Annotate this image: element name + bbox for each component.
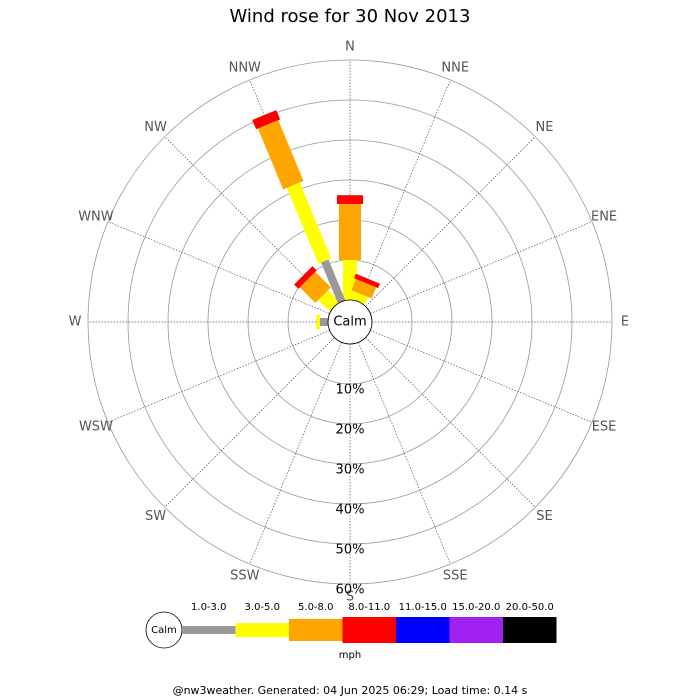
ring-label: 50% bbox=[336, 543, 365, 558]
bar-segment bbox=[286, 182, 332, 264]
ring-label: 40% bbox=[336, 503, 365, 518]
bar-segment bbox=[252, 110, 281, 130]
spoke bbox=[249, 342, 342, 565]
legend-label: 8.0-11.0 bbox=[348, 602, 390, 613]
footer: @nw3weather. Generated: 04 Jun 2025 06:2… bbox=[173, 684, 528, 697]
bar-segment bbox=[318, 290, 340, 312]
direction-label: SW bbox=[145, 509, 166, 524]
legend-swatch bbox=[235, 623, 289, 637]
direction-label: NE bbox=[535, 120, 553, 135]
bar-segment bbox=[294, 266, 317, 289]
legend-unit: mph bbox=[339, 650, 361, 661]
direction-label: SSW bbox=[230, 569, 260, 584]
ring-label: 60% bbox=[336, 583, 365, 598]
spoke bbox=[370, 221, 593, 314]
ring bbox=[127, 99, 573, 545]
spoke bbox=[370, 330, 593, 423]
calm-circle bbox=[327, 299, 373, 345]
legend-label: 1.0-3.0 bbox=[191, 602, 226, 613]
bar-segment bbox=[257, 120, 304, 190]
ring-label: 10% bbox=[336, 383, 365, 398]
direction-label: N bbox=[345, 40, 355, 55]
ring-label: 20% bbox=[336, 423, 365, 438]
legend-label: 3.0-5.0 bbox=[245, 602, 280, 613]
spoke bbox=[365, 136, 536, 307]
direction-label: NNE bbox=[441, 60, 469, 75]
direction-label: SSE bbox=[443, 569, 468, 584]
direction-label: E bbox=[621, 315, 629, 330]
legend-swatch bbox=[449, 617, 503, 643]
bar-segment bbox=[339, 204, 361, 260]
spoke bbox=[164, 337, 335, 508]
direction-label: ESE bbox=[592, 420, 617, 435]
spoke bbox=[358, 342, 451, 565]
spoke bbox=[107, 330, 330, 423]
legend-label: 15.0-20.0 bbox=[452, 602, 500, 613]
ring-label: 30% bbox=[336, 463, 365, 478]
legend-swatch bbox=[503, 617, 557, 643]
bar-segment bbox=[321, 259, 346, 304]
direction-label: WNW bbox=[78, 209, 114, 224]
direction-label: S bbox=[346, 590, 354, 605]
spoke bbox=[107, 221, 330, 314]
bar-segment bbox=[316, 315, 320, 329]
legend-swatch bbox=[396, 617, 450, 643]
direction-label: SE bbox=[536, 509, 552, 524]
legend-swatch bbox=[289, 619, 343, 641]
legend-swatch bbox=[342, 617, 396, 643]
legend-calm-label: Calm bbox=[151, 625, 177, 636]
spoke bbox=[365, 337, 536, 508]
direction-label: NNW bbox=[229, 60, 261, 75]
direction-label: WSW bbox=[79, 420, 113, 435]
direction-label: ENE bbox=[591, 209, 617, 224]
bar-segment bbox=[354, 273, 380, 289]
chart-title: Wind rose for 30 Nov 2013 bbox=[230, 6, 471, 27]
bar-segment bbox=[320, 318, 328, 326]
bar-segment bbox=[351, 291, 368, 305]
legend-label: 11.0-15.0 bbox=[399, 602, 447, 613]
calm-label: Calm bbox=[333, 315, 366, 330]
direction-label: W bbox=[69, 315, 82, 330]
ring bbox=[87, 59, 613, 585]
spoke bbox=[358, 79, 451, 302]
legend-swatch bbox=[182, 626, 236, 634]
bar-segment bbox=[351, 278, 377, 299]
legend-label: 5.0-8.0 bbox=[298, 602, 333, 613]
legend-label: 20.0-50.0 bbox=[506, 602, 554, 613]
bar-segment bbox=[337, 195, 363, 204]
direction-label: NW bbox=[144, 120, 167, 135]
